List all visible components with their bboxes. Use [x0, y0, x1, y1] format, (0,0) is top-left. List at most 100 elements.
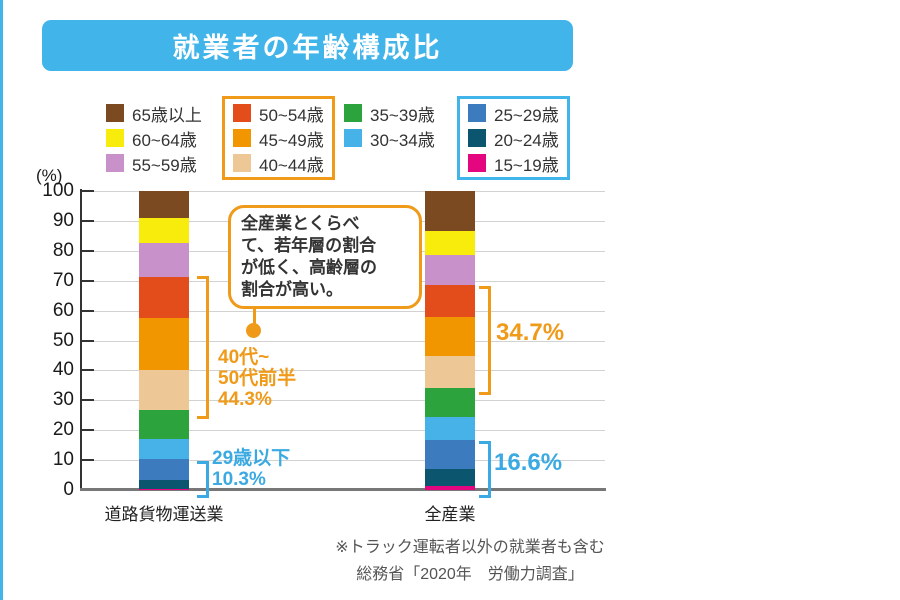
- legend-item-label: 35~39歳: [370, 105, 435, 125]
- bracket-label-right-40s-50s: 34.7%: [496, 319, 565, 346]
- legend-item-label: 45~49歳: [259, 130, 324, 150]
- legend-item: 65歳以上: [106, 104, 202, 125]
- y-axis-tick-label: 30: [52, 389, 74, 411]
- legend-item-label: 50~54歳: [259, 105, 324, 125]
- callout-text-line: 全産業とくらべ: [241, 214, 360, 233]
- legend-item-label: 20~24歳: [494, 130, 559, 150]
- bar-segment-25~29歳: [425, 440, 475, 470]
- legend-color-swatch: [233, 129, 251, 147]
- bar-segment-15~19歳: [139, 488, 189, 490]
- bracket-right-under-29: [479, 441, 491, 498]
- y-axis-tick: [82, 429, 94, 432]
- y-axis-tick-label: 50: [52, 329, 74, 351]
- bar-segment-65歳以上: [425, 191, 475, 231]
- legend-item: 15~19歳: [468, 154, 559, 175]
- legend-color-swatch: [233, 154, 251, 172]
- legend-color-swatch: [106, 154, 124, 172]
- y-axis-tick: [82, 279, 94, 282]
- y-axis-tick: [82, 219, 94, 222]
- legend-color-swatch: [468, 104, 486, 122]
- legend-item-label: 40~44歳: [259, 155, 324, 175]
- legend-column-young-boxed: 25~29歳 20~24歳 15~19歳: [457, 96, 570, 180]
- bar-segment-20~24歳: [139, 479, 189, 489]
- bar-segment-55~59歳: [139, 242, 189, 278]
- y-axis-tick: [82, 309, 94, 312]
- legend-item: 20~24歳: [468, 129, 559, 150]
- legend-color-swatch: [468, 154, 486, 172]
- bracket-label-left-40s-50s: 40代~ 50代前半 44.3%: [218, 347, 296, 410]
- bracket-label-line: 10.3%: [212, 469, 266, 490]
- bracket-label-line: 44.3%: [218, 389, 272, 410]
- legend-item-label: 25~29歳: [494, 105, 559, 125]
- legend-item: 50~54歳: [233, 104, 324, 125]
- bar-segment-40~44歳: [425, 355, 475, 389]
- bar-segment-60~64歳: [425, 230, 475, 255]
- y-axis-tick-label: 0: [63, 479, 74, 500]
- bracket-label-line: 50代前半: [218, 368, 297, 389]
- footnote-line: ※トラック運転者以外の就業者も含む: [335, 539, 605, 556]
- source-line: 総務省「2020年 労働力調査」: [356, 566, 584, 583]
- y-axis-line: [80, 189, 82, 491]
- legend-color-swatch: [344, 104, 362, 122]
- legend-item: 55~59歳: [106, 154, 202, 175]
- stacked-bar-all-industries: [425, 191, 475, 490]
- y-axis-unit-label: (%): [36, 166, 63, 185]
- legend-column-senior: 65歳以上 60~64歳 55~59歳: [106, 104, 202, 175]
- bracket-label-right-under-29: 16.6%: [494, 449, 563, 476]
- bar-segment-25~29歳: [139, 459, 189, 480]
- callout-text-line: て、若年層の割合: [241, 236, 377, 255]
- legend-color-swatch: [344, 129, 362, 147]
- source-note: ※トラック運転者以外の就業者も含む 総務省「2020年 労働力調査」: [300, 534, 640, 588]
- y-axis-tick: [82, 399, 94, 402]
- title-banner: 就業者の年齢構成比: [42, 20, 573, 71]
- legend-item-label: 60~64歳: [132, 130, 197, 150]
- gridline: [82, 430, 605, 432]
- y-axis-tick-label: 60: [52, 299, 74, 321]
- gridline: [82, 310, 605, 312]
- bracket-left-40s-50s: [197, 276, 209, 419]
- bracket-label-left-under-29: 29歳以下 10.3%: [212, 448, 290, 490]
- bar-segment-35~39歳: [425, 388, 475, 418]
- legend-color-swatch: [233, 104, 251, 122]
- legend-column-middle-boxed: 50~54歳 45~49歳 40~44歳: [222, 96, 335, 180]
- y-axis-tick-label: 80: [52, 239, 74, 261]
- bar-segment-50~54歳: [425, 284, 475, 317]
- y-axis-tick: [82, 190, 94, 192]
- y-axis-tick: [82, 339, 94, 342]
- gridline: [82, 191, 605, 192]
- bar-segment-30~34歳: [139, 438, 189, 460]
- bar-segment-35~39歳: [139, 409, 189, 439]
- legend-column-thirties: 35~39歳 30~34歳: [344, 104, 435, 150]
- legend-item-label: 15~19歳: [494, 155, 559, 175]
- legend-item: 60~64歳: [106, 129, 202, 150]
- callout-text-line: が低く、高齢層の: [241, 258, 377, 277]
- bar-segment-15~19歳: [425, 486, 475, 490]
- bar-segment-45~49歳: [139, 318, 189, 371]
- stacked-bar-road-freight: [139, 191, 189, 490]
- x-axis-baseline: [80, 488, 606, 491]
- y-axis-tick-label: 70: [52, 269, 74, 291]
- bar-segment-20~24歳: [425, 469, 475, 487]
- legend-item: 35~39歳: [344, 104, 435, 125]
- legend-item-label: 65歳以上: [132, 105, 202, 125]
- gridline: [82, 460, 605, 462]
- bar-segment-45~49歳: [425, 316, 475, 356]
- y-axis-tick-label: 10: [52, 449, 74, 471]
- bar-segment-40~44歳: [139, 370, 189, 410]
- bar-segment-30~34歳: [425, 417, 475, 441]
- bar-segment-65歳以上: [139, 191, 189, 218]
- y-axis-tick: [82, 249, 94, 252]
- legend-item: 25~29歳: [468, 104, 559, 125]
- x-label-all-industries: 全産業: [424, 505, 476, 524]
- callout-connector-dot: [246, 323, 261, 338]
- legend-item: 45~49歳: [233, 129, 324, 150]
- y-axis-tick-label: 20: [52, 419, 74, 441]
- y-axis-tick-label: 40: [52, 359, 74, 381]
- gridline: [82, 340, 605, 342]
- bracket-label-line: 40代~: [218, 347, 270, 368]
- x-label-road-freight: 道路貨物運送業: [104, 505, 224, 524]
- callout-connector-line: [253, 308, 256, 326]
- bar-segment-60~64歳: [139, 217, 189, 243]
- bracket-right-40s-50s: [479, 286, 491, 395]
